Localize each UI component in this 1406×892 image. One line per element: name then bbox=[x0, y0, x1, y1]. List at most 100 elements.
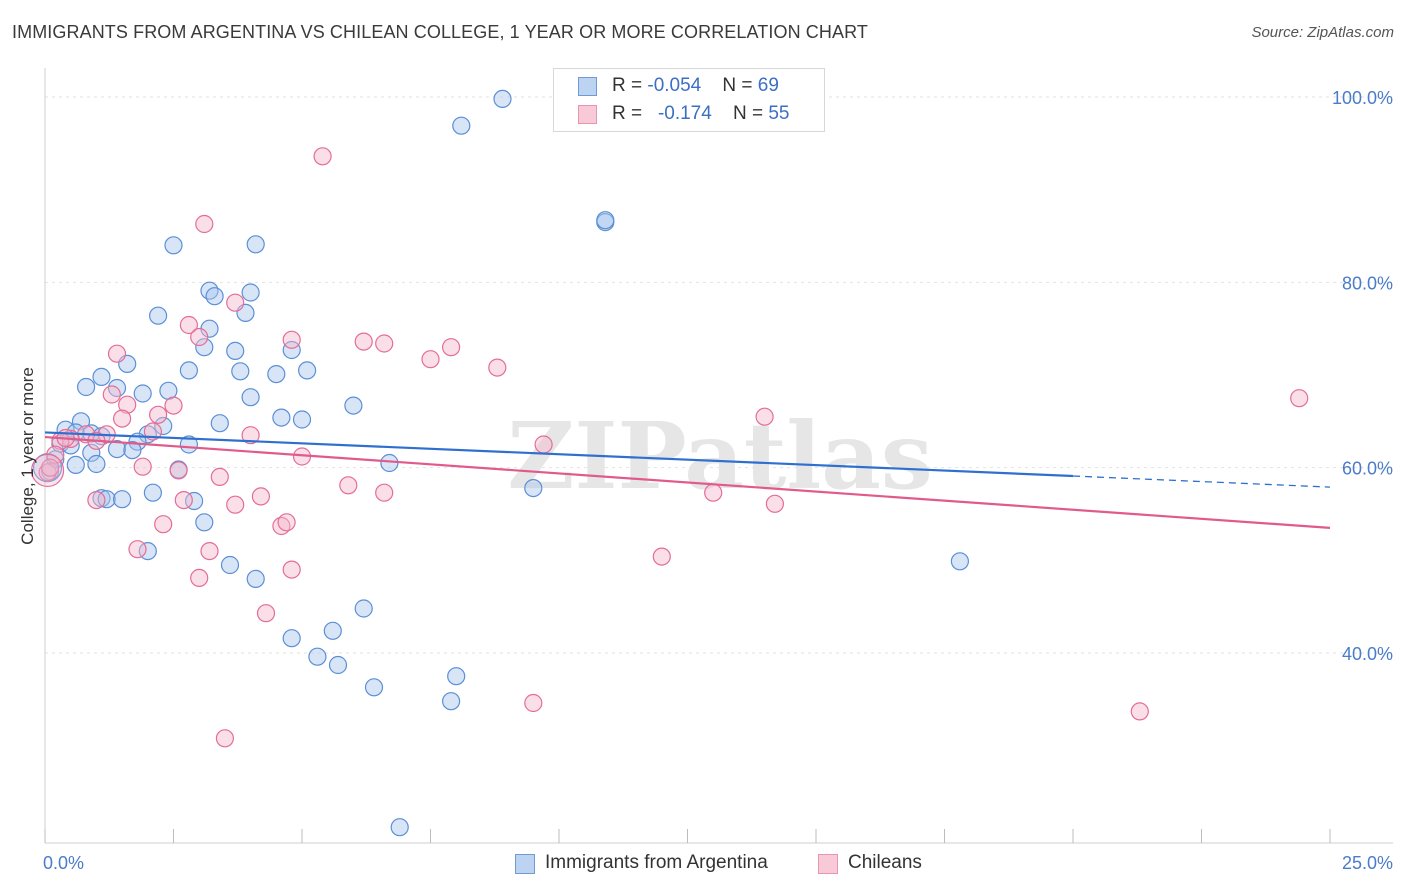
chileans-point bbox=[118, 395, 137, 414]
chileans-point bbox=[652, 547, 671, 566]
argentina-point bbox=[231, 362, 250, 381]
argentina-point bbox=[205, 287, 224, 306]
argentina-point bbox=[452, 116, 471, 135]
argentina-point bbox=[354, 599, 373, 618]
chileans-point bbox=[133, 457, 152, 476]
argentina-point bbox=[241, 388, 260, 407]
argentina-point bbox=[246, 569, 265, 589]
argentina-point bbox=[107, 440, 127, 459]
y-tick-label: 100.0% bbox=[1332, 88, 1393, 108]
chileans-point bbox=[534, 435, 553, 454]
argentina-trend-extension bbox=[1072, 475, 1331, 488]
argentina-point bbox=[308, 647, 327, 666]
argentina-point bbox=[282, 340, 301, 360]
argentina-point bbox=[179, 361, 198, 380]
chileans-point bbox=[179, 315, 198, 335]
legend-r-value: -0.174 bbox=[657, 103, 712, 124]
y-tick-label: 40.0% bbox=[1342, 644, 1393, 664]
argentina-point bbox=[323, 621, 342, 640]
legend-n-label: N = bbox=[722, 75, 758, 96]
argentina-point bbox=[133, 384, 152, 403]
argentina-point bbox=[950, 552, 970, 571]
argentina-point bbox=[298, 361, 317, 380]
chileans-point bbox=[354, 332, 373, 351]
trend-lines bbox=[44, 431, 1331, 529]
chileans-point bbox=[226, 495, 245, 514]
argentina-point bbox=[195, 338, 214, 357]
argentina-point bbox=[200, 281, 219, 300]
chileans-point bbox=[87, 491, 106, 510]
argentina-point bbox=[76, 377, 96, 397]
chileans-point bbox=[169, 461, 188, 480]
chileans-point bbox=[164, 396, 183, 415]
chileans-point bbox=[40, 458, 60, 477]
chileans-point bbox=[174, 491, 193, 510]
chileans-point bbox=[154, 515, 173, 534]
chileans-point bbox=[241, 426, 260, 445]
argentina-point bbox=[390, 818, 409, 837]
chileans-point bbox=[210, 467, 229, 486]
chart-title: IMMIGRANTS FROM ARGENTINA VS CHILEAN COL… bbox=[12, 22, 868, 42]
chileans-point bbox=[421, 350, 440, 369]
bottom-legend-label: Chileans bbox=[848, 852, 922, 873]
chileans-point bbox=[102, 385, 121, 404]
chileans-point bbox=[1130, 702, 1149, 721]
x-tick-label: 25.0% bbox=[1342, 853, 1393, 873]
axes bbox=[44, 68, 1393, 844]
argentina-point bbox=[66, 455, 85, 474]
bottom-legend-swatch-blue bbox=[515, 854, 535, 874]
argentina-point bbox=[92, 367, 111, 386]
argentina-point bbox=[210, 414, 229, 433]
argentina-point bbox=[154, 416, 173, 436]
argentina-point bbox=[596, 211, 615, 230]
chileans-point bbox=[215, 729, 234, 748]
argentina-point bbox=[149, 306, 168, 325]
chileans-point bbox=[282, 560, 301, 579]
argentina-point bbox=[442, 692, 461, 711]
legend-r-value: -0.054 bbox=[647, 75, 702, 96]
argentina-point bbox=[344, 396, 363, 415]
chileans-point bbox=[30, 453, 65, 488]
chileans-point bbox=[195, 214, 214, 234]
argentina-point bbox=[292, 410, 312, 429]
chileans-point bbox=[277, 513, 296, 532]
argentina-point bbox=[493, 89, 512, 109]
legend-n-value: 69 bbox=[757, 75, 779, 96]
stats-legend: R = -0.054 N = 69 R = -0.174 N = 55 bbox=[553, 68, 825, 132]
bottom-legend-label: Immigrants from Argentina bbox=[545, 852, 768, 873]
argentina-point bbox=[364, 678, 384, 697]
legend-r-label: R = bbox=[612, 75, 648, 96]
argentina-point bbox=[195, 513, 214, 532]
argentina-point bbox=[267, 365, 286, 384]
argentina-point bbox=[241, 283, 260, 302]
y-tick-label: 60.0% bbox=[1342, 459, 1393, 479]
argentina-point bbox=[246, 235, 265, 254]
chileans-point bbox=[765, 494, 785, 513]
chileans-point bbox=[339, 476, 358, 495]
legend-n-value: 55 bbox=[768, 103, 790, 124]
bottom-legend-swatch-pink bbox=[818, 854, 838, 874]
chileans-point bbox=[1290, 389, 1309, 408]
legend-swatch-blue bbox=[578, 77, 597, 96]
argentina-point bbox=[112, 490, 132, 509]
chileans-point bbox=[112, 409, 132, 428]
chileans-point bbox=[488, 358, 507, 377]
chileans-point bbox=[704, 483, 723, 502]
argentina-point bbox=[380, 453, 399, 473]
chileans-point bbox=[251, 487, 270, 506]
chileans-point bbox=[282, 330, 301, 349]
argentina-point bbox=[447, 667, 466, 686]
argentina-point bbox=[143, 483, 162, 502]
chileans-point bbox=[313, 147, 332, 166]
argentina-point bbox=[524, 479, 543, 498]
chileans-trend-line bbox=[44, 435, 1331, 529]
tick-labels: 100.0% 80.0% 60.0% 40.0% 0.0% 25.0% bbox=[43, 88, 1393, 873]
chileans-point bbox=[200, 541, 219, 561]
legend-swatch-pink bbox=[578, 105, 597, 124]
chileans-point bbox=[375, 483, 394, 502]
legend-n-label: N = bbox=[732, 103, 769, 124]
chileans-point bbox=[149, 405, 168, 424]
argentina-point bbox=[164, 236, 183, 255]
chileans-point bbox=[190, 327, 209, 347]
